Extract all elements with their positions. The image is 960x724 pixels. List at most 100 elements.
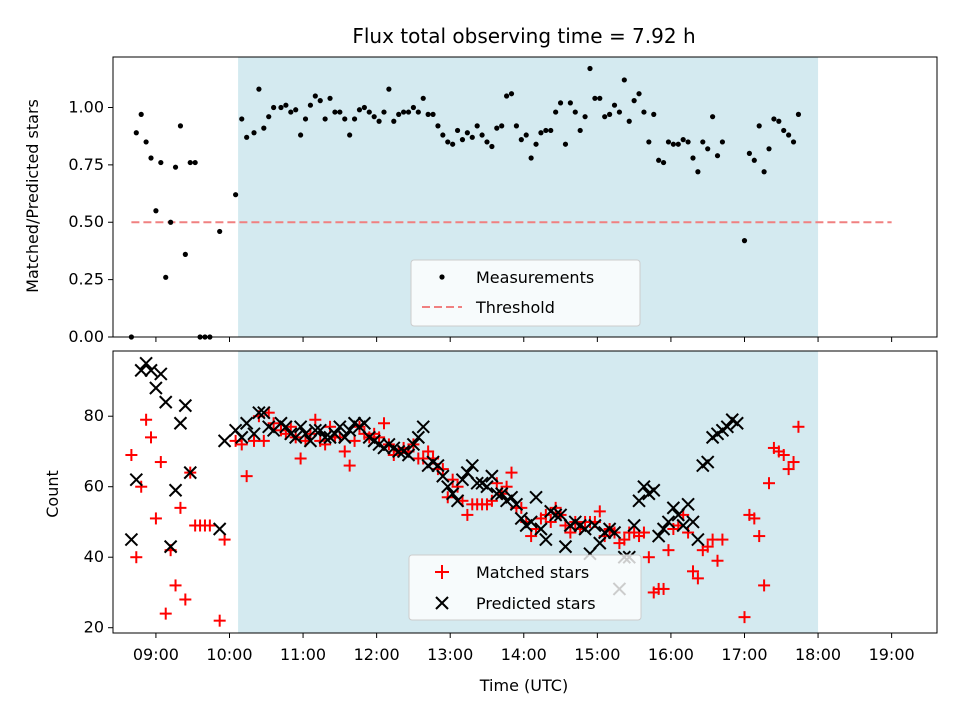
predicted-star-point: [298, 427, 313, 441]
predicted-star-point: [553, 508, 568, 522]
measurement-point: [454, 127, 461, 134]
top-ytick-label: 0.50: [68, 212, 104, 231]
measurement-point: [651, 111, 657, 117]
predicted-star-point: [686, 515, 700, 529]
predicted-star-point: [671, 508, 685, 522]
measurement-point: [597, 95, 603, 101]
predicted-star-point: [445, 487, 460, 501]
measurement-point: [719, 139, 726, 145]
measurement-point: [656, 157, 662, 163]
predicted-star-point: [450, 494, 465, 508]
measurement-point: [746, 150, 752, 156]
legend-marker-measurements: [439, 274, 445, 280]
measurement-point: [557, 100, 564, 106]
matched-star-point: [174, 501, 187, 514]
measurement-point: [543, 127, 549, 134]
measurement-point: [756, 123, 762, 129]
predicted-star-point: [627, 518, 641, 533]
measurement-point: [163, 274, 169, 280]
measurement-point: [538, 130, 544, 136]
top-ytick-label: 0.00: [68, 327, 104, 346]
matched-star-point: [662, 544, 675, 557]
measurement-point: [786, 132, 792, 138]
bottom-xtick-label: 17:00: [721, 645, 767, 664]
measurement-point: [298, 132, 304, 138]
predicted-star-point: [308, 423, 323, 438]
matched-star-point: [544, 515, 557, 528]
matched-star-point: [792, 420, 805, 433]
measurement-point: [523, 132, 529, 138]
measurement-point: [307, 102, 314, 108]
matched-star-point: [642, 551, 655, 564]
measurement-point: [548, 127, 554, 134]
measurement-point: [665, 139, 672, 145]
measurement-point: [685, 139, 691, 145]
top-ytick-label: 1.00: [68, 97, 104, 116]
measurement-point: [312, 93, 318, 99]
top-ytick-label: 0.75: [68, 155, 104, 174]
matched-star-point: [777, 448, 790, 461]
measurement-point: [587, 65, 593, 72]
predicted-star-point: [651, 529, 666, 543]
predicted-star-point: [293, 420, 308, 434]
measurement-point: [327, 95, 333, 101]
measurement-point: [217, 228, 223, 235]
measurement-point: [710, 114, 716, 120]
matched-star-point: [451, 480, 464, 493]
predicted-star-point: [139, 356, 153, 371]
measurement-point: [293, 107, 299, 113]
matched-star-point: [377, 417, 390, 430]
measurement-point: [771, 116, 777, 122]
measurement-point: [459, 137, 466, 143]
predicted-star-point: [288, 430, 303, 445]
predicted-star-point: [328, 427, 342, 441]
matched-star-point: [738, 611, 751, 624]
measurement-point: [641, 109, 647, 115]
predicted-star-point: [144, 363, 158, 378]
measurement-point: [636, 91, 642, 97]
bottom-xtick-label: 09:00: [133, 645, 179, 664]
measurement-point: [401, 109, 407, 115]
predicted-star-point: [529, 490, 543, 504]
measurement-point: [158, 159, 164, 166]
matched-star-point: [213, 614, 226, 627]
predicted-star-point: [460, 465, 475, 480]
predicted-star-point: [134, 363, 148, 378]
bottom-y-axis-label: Count: [43, 470, 62, 518]
matched-star-point: [235, 438, 248, 451]
matched-star-point: [637, 526, 650, 539]
measurement-point: [356, 107, 363, 113]
matched-star-point: [686, 565, 699, 578]
matched-star-point: [218, 533, 231, 546]
matched-star-point: [130, 551, 143, 564]
bottom-xtick-label: 11:00: [280, 645, 326, 664]
measurement-point: [761, 169, 767, 175]
measurement-point: [133, 130, 139, 136]
matched-star-point: [461, 508, 474, 521]
measurement-point: [751, 157, 757, 163]
bottom-ytick-label: 80: [84, 406, 104, 425]
matched-star-point: [485, 494, 498, 507]
measurement-point: [660, 159, 667, 166]
bottom-legend: Matched stars Predicted stars: [408, 554, 642, 621]
predicted-star-point: [431, 458, 445, 473]
matched-star-point: [294, 452, 307, 465]
measurement-point: [283, 102, 289, 108]
predicted-star-point: [257, 405, 271, 420]
predicted-star-point: [154, 367, 168, 381]
matched-star-point: [618, 533, 631, 546]
measurement-point: [690, 155, 696, 161]
measurement-point: [376, 118, 382, 124]
predicted-star-point: [183, 465, 197, 480]
matched-star-point: [135, 480, 148, 493]
bottom-xtick-label: 15:00: [574, 645, 620, 664]
matched-star-point: [753, 530, 766, 543]
measurement-point: [420, 95, 426, 101]
measurement-point: [168, 219, 174, 225]
measurement-point: [271, 104, 277, 111]
legend-marker-predicted: [435, 596, 449, 610]
matched-star-point: [657, 582, 670, 595]
measurement-point: [391, 118, 397, 124]
measurement-point: [351, 116, 358, 122]
matched-star-point: [682, 526, 695, 539]
